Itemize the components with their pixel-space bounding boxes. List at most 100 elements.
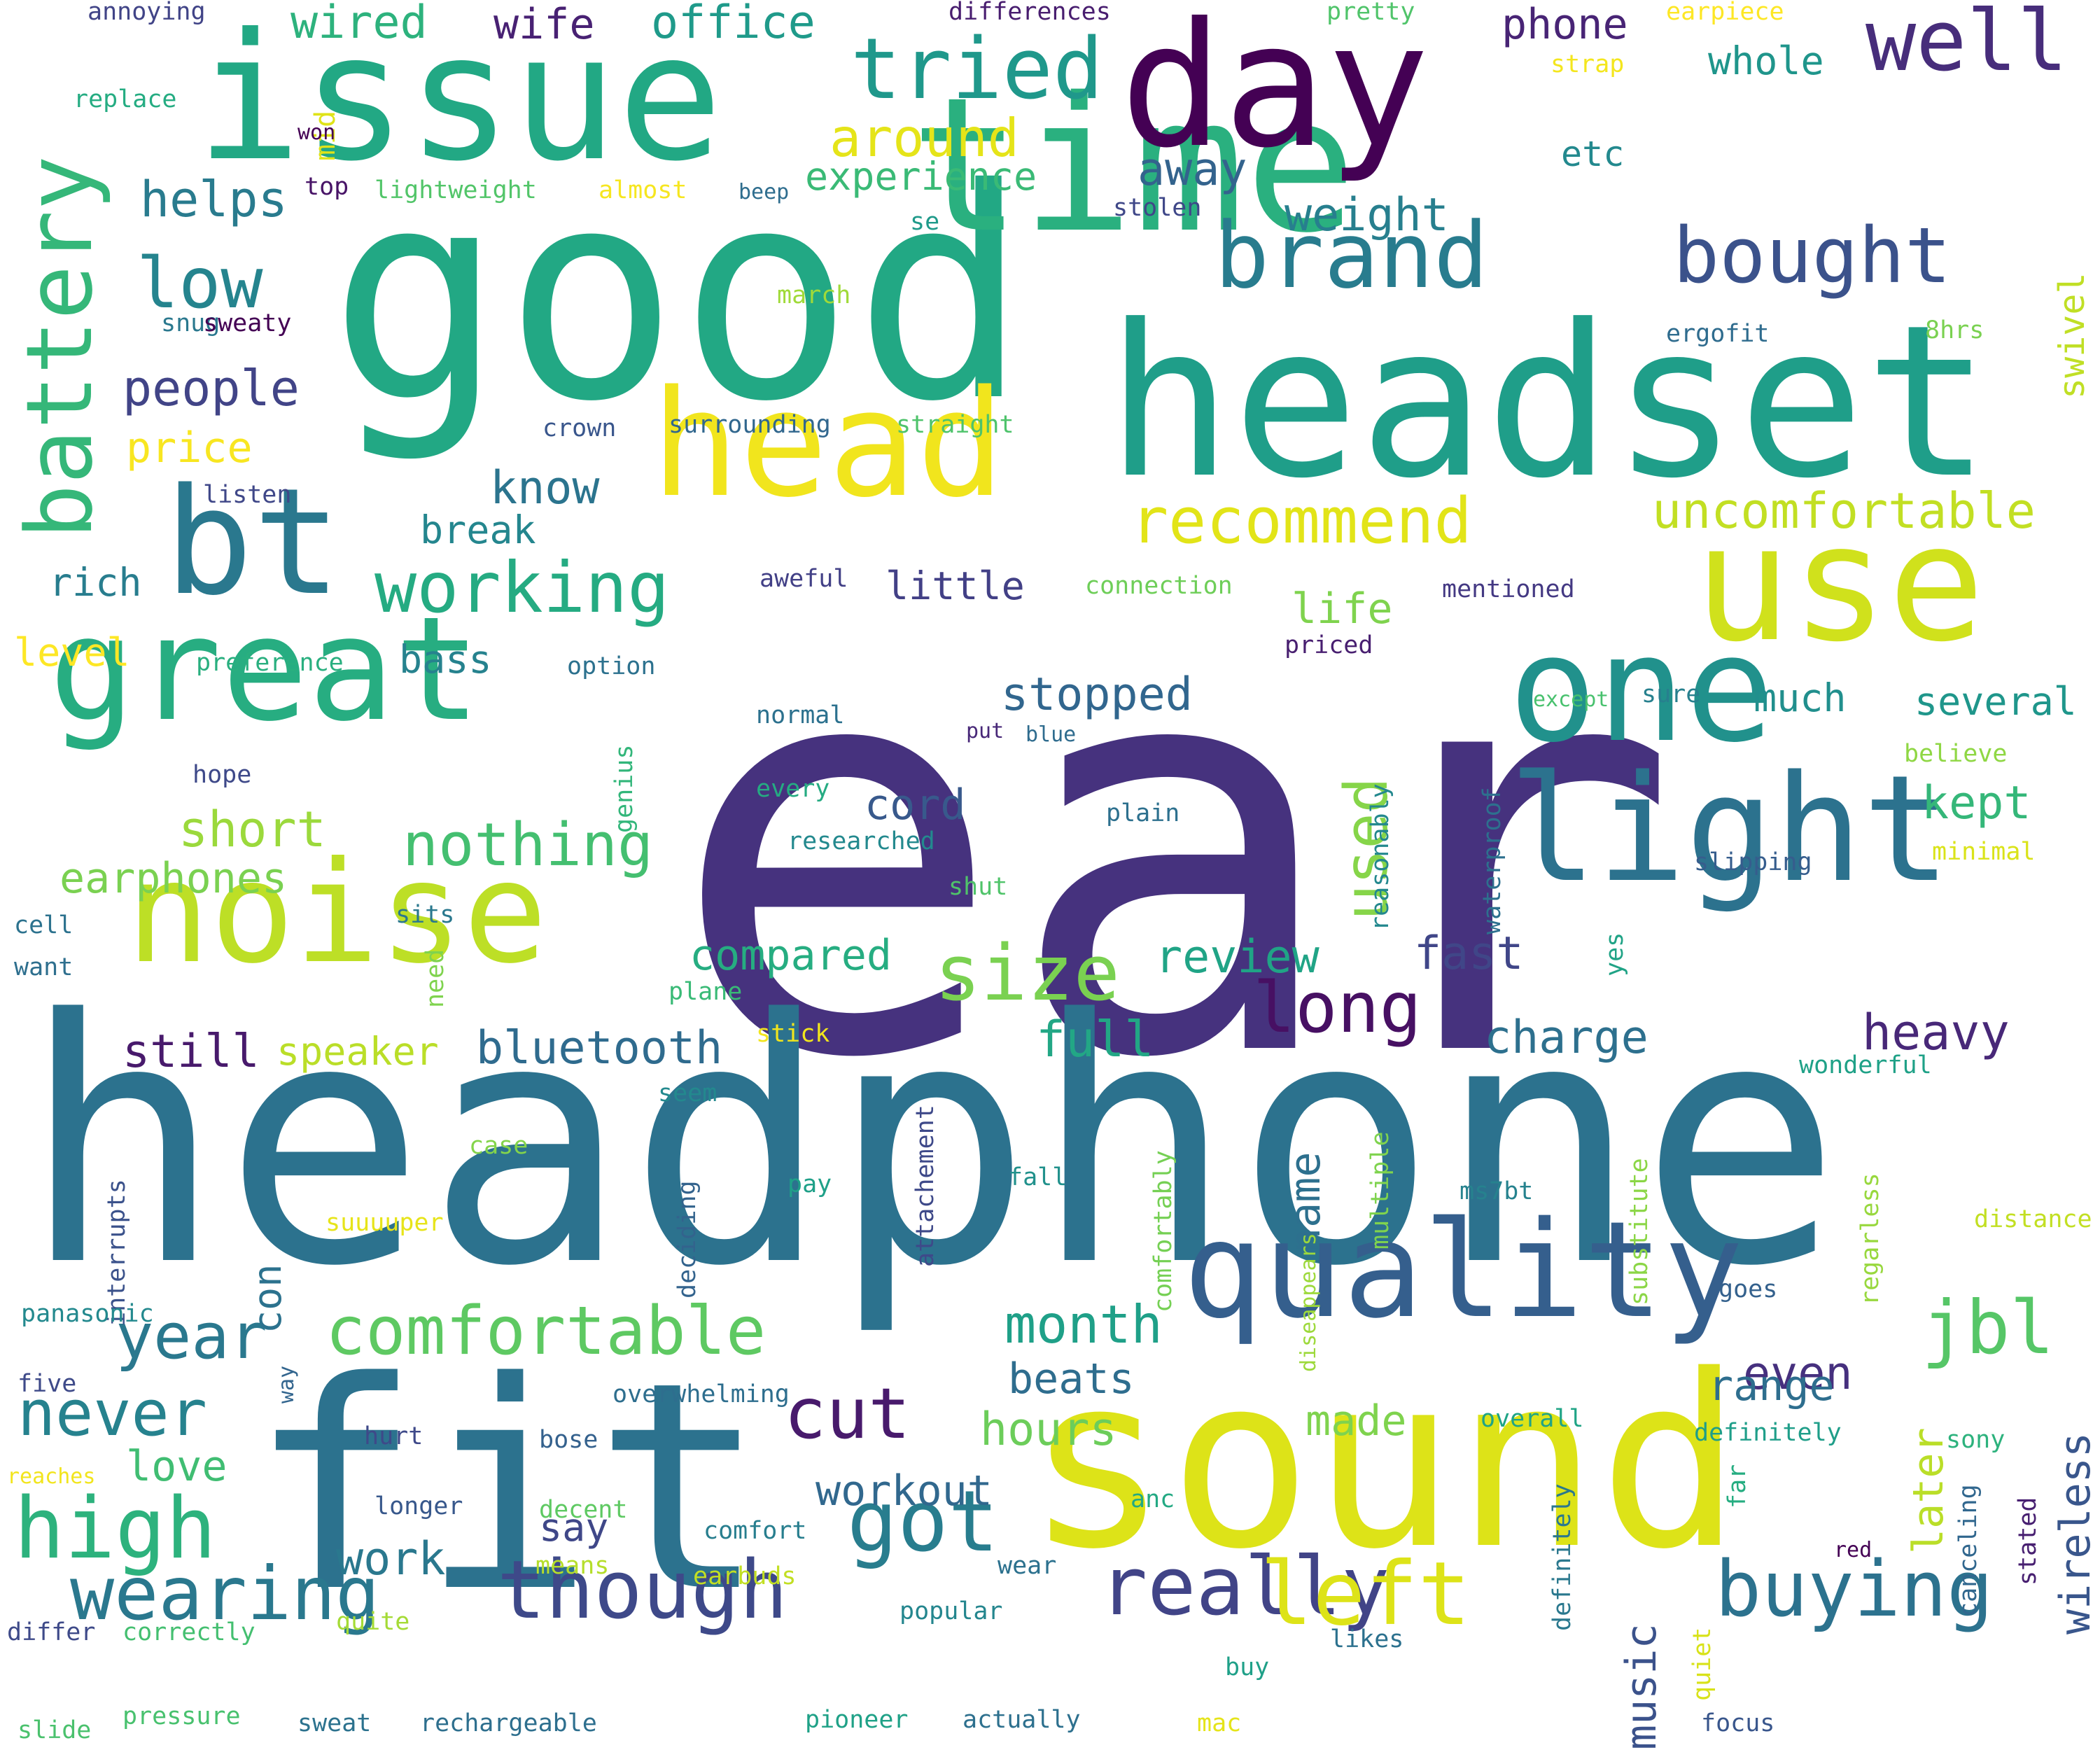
word-multiple: multiple	[1366, 1131, 1394, 1250]
word-option: option	[567, 652, 656, 680]
word-wearing: wearing	[70, 1551, 380, 1637]
word-whole: whole	[1708, 38, 1824, 83]
word-helps: helps	[140, 171, 288, 228]
word-means: means	[536, 1552, 610, 1580]
word-march: march	[777, 281, 851, 309]
word-experience: experience	[805, 154, 1037, 199]
word-plane: plane	[668, 978, 743, 1006]
word-level: level	[14, 630, 130, 675]
word-need: need	[421, 948, 449, 1008]
word-likes: likes	[1330, 1625, 1404, 1653]
word-wear: wear	[997, 1552, 1057, 1580]
word-got: got	[847, 1474, 999, 1571]
word-regarless: regarless	[1856, 1172, 1884, 1306]
word-speaker: speaker	[276, 1029, 439, 1074]
word-definitely: definitely	[1694, 1419, 1842, 1447]
word-around: around	[830, 107, 1019, 169]
word-working: working	[374, 547, 670, 629]
word-put: put	[966, 719, 1004, 743]
word-day: day	[1120, 0, 1430, 186]
word-say: say	[539, 1505, 609, 1550]
word-pay: pay	[788, 1170, 832, 1198]
word-cord: cord	[864, 780, 966, 830]
word-charge: charge	[1484, 1011, 1648, 1064]
word-know: know	[490, 462, 600, 514]
word-yes: yes	[1601, 932, 1629, 976]
word-aweful: aweful	[760, 565, 848, 593]
word-bose: bose	[539, 1426, 598, 1454]
word-fast: fast	[1414, 927, 1524, 980]
word-light: light	[1508, 743, 1952, 915]
word-crown: crown	[542, 414, 617, 442]
word-replace: replace	[74, 85, 177, 113]
word-mac: mac	[1197, 1709, 1242, 1737]
word-quiet: quiet	[1688, 1627, 1716, 1701]
word-want: want	[14, 953, 74, 981]
word-stated: stated	[2014, 1497, 2042, 1586]
word-top: top	[304, 173, 349, 201]
word-people: people	[122, 360, 300, 417]
word-sony: sony	[1946, 1426, 2005, 1454]
word-se: se	[910, 208, 940, 236]
word-minimal: minimal	[1932, 838, 2036, 866]
word-month: month	[1004, 1294, 1163, 1355]
word-five: five	[18, 1370, 77, 1398]
word-8hrs: 8hrs	[1925, 316, 1984, 344]
word-blue: blue	[1026, 722, 1077, 747]
word-sweat: sweat	[298, 1709, 372, 1737]
word-one: one	[1508, 603, 1774, 775]
word-etc: etc	[1561, 134, 1625, 174]
word-ergofit: ergofit	[1666, 320, 1770, 348]
word-strap: strap	[1550, 50, 1625, 78]
word-canceling: canceling	[1954, 1484, 1982, 1617]
word-review: review	[1155, 931, 1320, 983]
word-comfortably: comfortably	[1149, 1150, 1177, 1312]
word-headset: headset	[1106, 280, 1991, 524]
word-noise: noise	[126, 832, 548, 995]
word-snug: snug	[161, 309, 220, 337]
word-stopped: stopped	[1001, 668, 1193, 721]
word-connection: connection	[1085, 572, 1233, 600]
word-weight: weight	[1284, 189, 1449, 241]
word-plain: plain	[1106, 799, 1180, 827]
word-life: life	[1292, 584, 1393, 634]
word-bluetooth: bluetooth	[476, 1022, 723, 1074]
word-stick: stick	[756, 1020, 830, 1048]
word-comfort: comfort	[704, 1517, 807, 1545]
word-bt: bt	[164, 456, 342, 628]
word-uncomfortable: uncomfortable	[1652, 482, 2036, 540]
word-differ: differ	[7, 1618, 96, 1646]
word-price: price	[126, 424, 253, 472]
word-head: head	[651, 358, 1005, 530]
word-earbuds: earbuds	[693, 1562, 797, 1590]
word-swivel: swivel	[2052, 272, 2092, 399]
word-longer: longer	[374, 1492, 463, 1520]
word-work: work	[336, 1533, 446, 1586]
word-almost: almost	[598, 176, 687, 204]
word-except: except	[1533, 687, 1609, 712]
word-anc: anc	[1130, 1485, 1175, 1513]
word-normal: normal	[756, 701, 845, 729]
word-office: office	[651, 0, 816, 49]
word-break: break	[420, 507, 536, 552]
word-shut: shut	[948, 873, 1008, 901]
word-preference: preference	[196, 649, 344, 677]
word-hurt: hurt	[364, 1422, 424, 1450]
word-even: even	[1743, 1348, 1853, 1400]
word-short: short	[178, 801, 326, 858]
word-popular: popular	[899, 1597, 1003, 1625]
word-wireless: wireless	[2051, 1432, 2100, 1634]
word-compared: compared	[690, 931, 892, 980]
word-reaches: reaches	[7, 1464, 96, 1489]
word-high: high	[14, 1480, 216, 1578]
word-good: good	[329, 127, 1029, 465]
word-wired: wired	[290, 0, 428, 49]
word-earphones: earphones	[59, 854, 288, 903]
word-bass: bass	[399, 637, 492, 682]
word-away: away	[1138, 144, 1247, 196]
word-every: every	[756, 775, 830, 803]
word-time: time	[910, 58, 1357, 274]
word-tried: tried	[850, 21, 1104, 118]
word-pretty: pretty	[1326, 0, 1415, 26]
